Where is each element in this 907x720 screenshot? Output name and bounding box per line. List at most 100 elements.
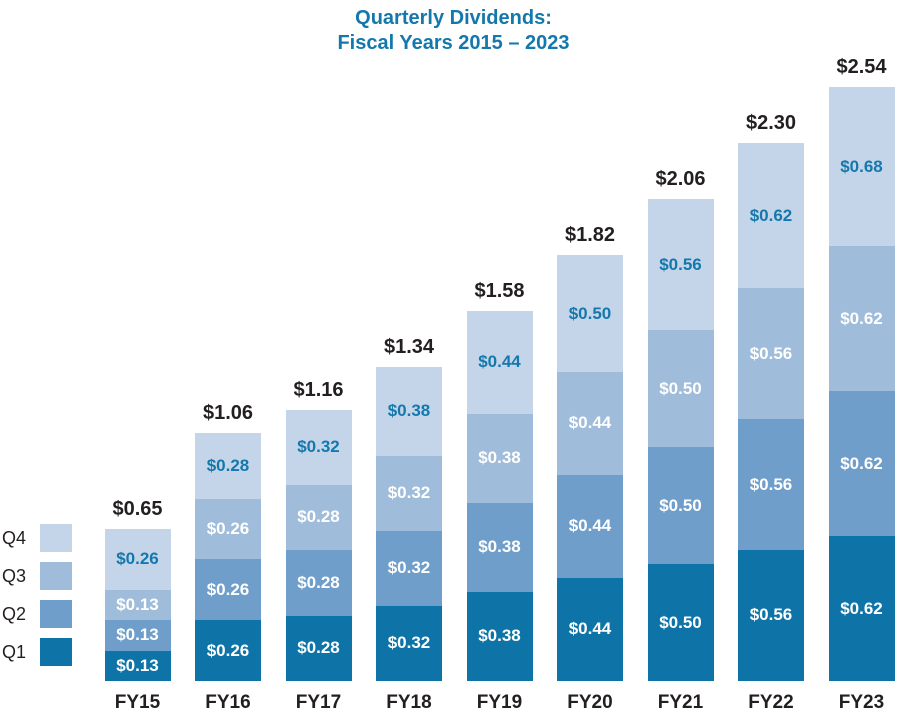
segment-value-label: $0.62 [840,453,883,473]
bar-segment-q2: $0.28 [285,550,352,616]
legend-row: Q2 [2,600,92,628]
chart-title-line2: Fiscal Years 2015 – 2023 [337,32,570,54]
x-axis-label: FY18 [386,692,432,713]
segment-value-label: $0.50 [659,612,702,632]
bar-segment-q3: $0.56 [738,288,804,420]
bar-segment-q2: $0.50 [647,447,714,565]
segment-value-label: $0.68 [840,156,883,176]
bar-segment-q4: $0.28 [195,433,261,499]
total-label: $1.06 [202,402,254,424]
segment-value-label: $0.38 [478,537,521,557]
bar-segment-q4: $0.62 [738,143,804,289]
stacked-bar-fy16: $0.28 $0.26 $0.26 $0.26 [195,433,261,681]
legend-swatch-q4 [40,524,72,552]
segment-value-label: $0.56 [749,474,793,494]
bar-segment-q2: $0.38 [466,502,533,592]
total-label: $1.82 [564,224,616,246]
bar-segment-q1: $0.38 [466,591,533,681]
segment-value-label: $0.56 [749,605,793,625]
segment-value-label: $0.32 [297,437,340,457]
total-label: $2.30 [745,112,797,134]
legend-label-q4: Q4 [2,528,27,548]
bar-segment-q4: $0.32 [285,410,352,485]
segment-value-label: $0.38 [478,626,521,646]
segment-value-label: $0.28 [297,572,340,592]
bar-segment-q3: $0.44 [557,372,623,475]
stacked-bar-fy15: $0.26 $0.13 $0.13 $0.13 [104,529,171,681]
stacked-bar-fy23: $0.68 $0.62 $0.62 $0.62 [828,87,895,682]
total-label: $1.34 [383,336,435,358]
bar-segment-q2: $0.13 [104,620,171,651]
total-label: $2.06 [655,168,706,190]
bar-segment-q4: $0.38 [376,367,442,456]
bar-segment-q3: $0.38 [466,413,533,503]
bar-segment-q1: $0.56 [738,550,804,681]
stacked-bar-fy21: $0.56 $0.50 $0.50 $0.50 [647,199,714,682]
bar-segment-q4: $0.50 [557,255,623,372]
total-label: $1.58 [474,280,525,302]
bar-segment-q1: $0.44 [557,577,623,681]
bar-segment-q2: $0.56 [738,419,804,550]
segment-value-label: $0.26 [206,640,250,660]
segment-value-label: $0.50 [659,495,702,515]
segment-value-label: $0.38 [478,448,521,468]
legend-swatch-q1 [40,638,72,666]
segment-value-label: $0.62 [840,598,883,618]
bar-segment-q1: $0.50 [647,564,714,682]
x-axis-label: FY19 [476,692,523,713]
bar-segment-q1: $0.26 [195,620,261,681]
stacked-bar-fy18: $0.38 $0.32 $0.32 $0.32 [376,367,442,681]
chart-legend: Q4 Q3 Q2 Q1 [2,524,92,676]
bar-segment-q2: $0.62 [828,391,895,537]
bar-segment-q2: $0.44 [557,474,623,578]
bar-segment-q1: $0.28 [285,615,352,681]
x-axis-label: FY20 [567,692,613,713]
segment-value-label: $0.44 [568,619,612,639]
total-label: $0.65 [112,498,163,520]
bar-segment-q1: $0.62 [828,536,895,682]
bar-segment-q4: $0.44 [466,311,533,414]
segment-value-label: $0.44 [568,413,612,433]
x-axis-label: FY22 [748,692,794,713]
bar-segment-q4: $0.68 [828,87,895,247]
total-label: $1.16 [293,379,344,401]
segment-value-label: $0.44 [568,516,612,536]
legend-label-q3: Q3 [2,566,27,586]
segment-value-label: $0.50 [568,303,612,323]
bar-segment-q3: $0.62 [828,246,895,392]
stacked-bar-fy19: $0.44 $0.38 $0.38 $0.38 [466,311,533,681]
bar-segment-q1: $0.32 [376,605,442,681]
x-axis-label: FY16 [205,692,251,713]
legend-label-q1: Q1 [2,642,27,662]
bar-segment-q1: $0.13 [104,650,171,681]
segment-value-label: $0.38 [387,401,431,421]
segment-value-label: $0.62 [749,205,793,225]
x-axis-label: FY23 [838,692,885,713]
segment-value-label: $0.26 [206,579,250,599]
stacked-bar-fy20: $0.50 $0.44 $0.44 $0.44 [557,255,623,681]
segment-value-label: $0.13 [116,595,159,614]
segment-value-label: $0.26 [116,549,159,569]
segment-value-label: $0.50 [659,378,702,398]
legend-swatch-q2 [40,600,72,628]
segment-value-label: $0.32 [387,558,431,578]
total-label: $2.54 [836,56,887,78]
legend-row: Q3 [2,562,92,590]
legend-label-q2: Q2 [2,604,27,624]
segment-value-label: $0.13 [116,655,159,675]
segment-value-label: $0.28 [297,507,340,527]
legend-row: Q4 [2,524,92,552]
segment-value-label: $0.56 [749,343,793,363]
stacked-bar-fy17: $0.32 $0.28 $0.28 $0.28 [285,410,352,681]
bar-segment-q3: $0.13 [104,589,171,621]
bar-segment-q3: $0.50 [647,330,714,448]
x-axis-label: FY21 [657,692,704,713]
chart-title: Quarterly Dividends: Fiscal Years 2015 –… [0,6,907,56]
x-axis-label: FY17 [295,692,342,713]
segment-value-label: $0.28 [206,455,250,475]
segment-value-label: $0.62 [840,308,883,328]
chart-title-line1: Quarterly Dividends: [355,7,552,29]
bar-segment-q4: $0.26 [104,529,171,590]
